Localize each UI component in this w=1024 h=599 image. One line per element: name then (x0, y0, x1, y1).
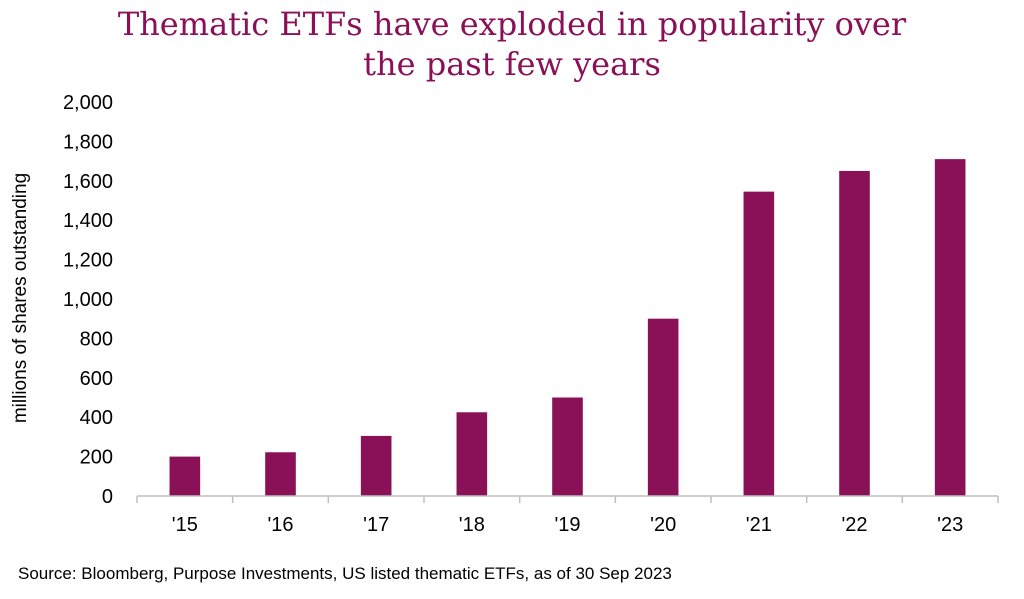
bar-17 (360, 435, 392, 496)
chart-title-line-2: the past few years (363, 45, 661, 83)
y-tick-label: 800 (80, 328, 113, 350)
source-note: Source: Bloomberg, Purpose Investments, … (18, 564, 672, 583)
bar-23 (934, 159, 966, 496)
x-tick-label: '18 (459, 514, 485, 536)
y-axis-label: millions of shares outstanding (10, 173, 31, 423)
x-tick-label: '20 (650, 514, 676, 536)
x-tick-label: '22 (841, 514, 867, 536)
bars (169, 159, 966, 496)
bar-18 (456, 412, 488, 496)
y-tick-label: 1,000 (63, 289, 113, 311)
y-tick-label: 1,200 (63, 250, 113, 272)
chart-title: Thematic ETFs have exploded in popularit… (0, 4, 1024, 84)
y-tick-label: 1,400 (63, 210, 113, 232)
y-tick-label: 2,000 (63, 92, 113, 114)
y-tick-label: 400 (80, 407, 113, 429)
y-tick-label: 0 (102, 486, 113, 508)
bar-15 (169, 456, 201, 496)
x-tick-label: '17 (363, 514, 389, 536)
x-tick-label: '23 (937, 514, 963, 536)
x-tick-label: '15 (172, 514, 198, 536)
bar-21 (743, 191, 775, 496)
y-tick-label: 1,800 (63, 131, 113, 153)
bar-20 (647, 318, 679, 496)
x-tick-label: '19 (554, 514, 580, 536)
bar-16 (265, 452, 296, 496)
x-axis-ticks: '15 '16 '17 '18 '19 '20 '21 '22 '23 (136, 496, 999, 536)
y-tick-label: 1,600 (63, 171, 113, 193)
chart-title-line-1: Thematic ETFs have exploded in popularit… (117, 5, 907, 43)
bar-19 (552, 397, 583, 496)
x-tick-label: '16 (267, 514, 293, 536)
y-tick-label: 600 (80, 368, 113, 390)
x-tick-label: '21 (746, 514, 772, 536)
bar-22 (839, 170, 870, 496)
y-axis-ticks: 0 200 400 600 800 1,000 1,200 1,400 1,600 1,800 2,… (63, 92, 113, 508)
y-tick-label: 200 (80, 447, 113, 469)
